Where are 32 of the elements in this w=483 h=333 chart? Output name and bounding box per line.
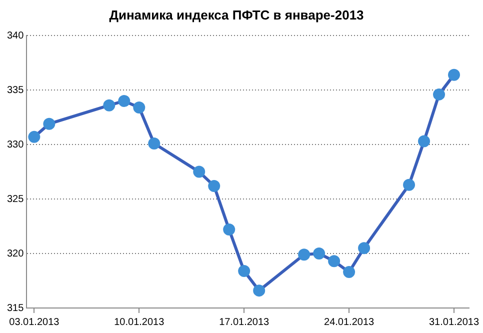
point xyxy=(193,166,206,178)
point xyxy=(448,68,460,81)
point xyxy=(28,130,40,143)
x-tick-label: 10.01.2013 xyxy=(114,316,165,328)
point xyxy=(313,248,326,260)
y-tick-label: 340 xyxy=(6,30,24,42)
x-tick-label: 17.01.2013 xyxy=(219,316,270,328)
point xyxy=(223,224,236,236)
point xyxy=(298,248,310,261)
point xyxy=(403,178,416,191)
x-tick-label: 31.01.2013 xyxy=(428,316,480,328)
point xyxy=(208,180,220,192)
y-tick-label: 335 xyxy=(6,84,24,96)
point xyxy=(103,99,116,112)
point xyxy=(433,88,446,100)
y-tick-label: 325 xyxy=(6,194,24,205)
point xyxy=(358,242,370,254)
point xyxy=(328,255,340,268)
point xyxy=(343,266,356,278)
x-tick-label: 24.01.2013 xyxy=(324,316,375,328)
point xyxy=(418,135,430,148)
y-tick-label: 315 xyxy=(6,302,24,314)
point xyxy=(43,118,56,130)
y-tick-label: 320 xyxy=(6,248,24,260)
y-tick-label: 330 xyxy=(6,139,24,150)
x-tick-label: 03.01.2013 xyxy=(9,316,60,328)
chart-title: Динамика индекса ПФТС в январе-2013 xyxy=(109,7,364,22)
point xyxy=(133,102,146,114)
point xyxy=(118,94,130,107)
point xyxy=(148,137,160,150)
point xyxy=(253,284,266,297)
point xyxy=(238,264,250,277)
